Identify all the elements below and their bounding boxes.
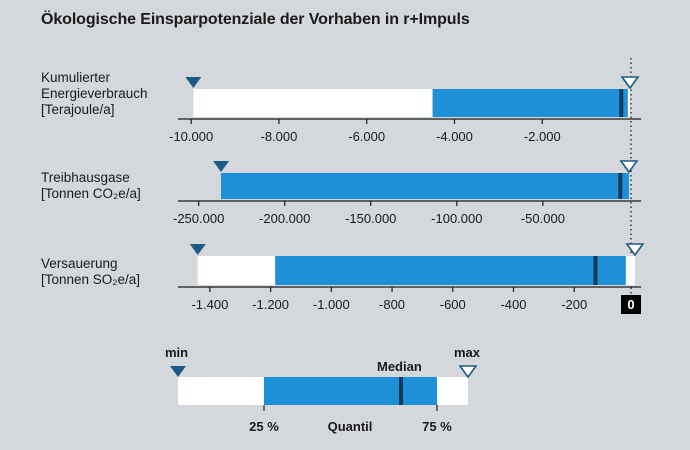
x-tick-label: -2.000	[524, 129, 561, 144]
row-label-line: [Tonnen CO₂e/a]	[41, 186, 141, 201]
legend-quartile-bar	[264, 377, 437, 405]
x-tick-label: -600	[440, 297, 466, 312]
row-label-ghg: Treibhausgase [Tonnen CO₂e/a]	[41, 170, 141, 202]
x-tick-label: -200.000	[259, 211, 310, 226]
x-tick-label: -8.000	[261, 129, 298, 144]
max-marker	[625, 243, 645, 257]
median-line	[619, 89, 624, 117]
quartile-bar	[221, 173, 629, 199]
row-label-acid: Versauerung [Tonnen SO₂e/a]	[41, 256, 140, 288]
min-marker	[185, 77, 202, 88]
row-label-line: Versauerung	[41, 256, 118, 271]
legend-median-line	[399, 377, 403, 405]
x-tick-label: -400	[500, 297, 526, 312]
median-line	[593, 256, 598, 285]
x-tick-label: -150.000	[345, 211, 396, 226]
x-tick-label: -250.000	[173, 211, 224, 226]
x-tick-label: -800	[379, 297, 405, 312]
x-tick-label: -100.000	[431, 211, 482, 226]
max-marker	[620, 76, 640, 90]
x-tick-label: -1.400	[191, 297, 228, 312]
max-marker	[619, 160, 639, 174]
legend-min-label: min	[165, 345, 189, 360]
x-tick-label: -200	[561, 297, 587, 312]
row-label-line: [Terajoule/a]	[41, 102, 115, 117]
quartile-bar	[432, 89, 628, 117]
x-tick-label: -10.000	[169, 129, 213, 144]
legend-max-marker	[458, 365, 478, 379]
row-label-line: Kumulierter	[41, 70, 111, 85]
legend-median-label: Median	[377, 359, 422, 374]
row-label-line: [Tonnen SO₂e/a]	[41, 272, 141, 287]
chart-title: Ökologische Einsparpotenziale der Vorhab…	[41, 11, 470, 28]
row-label-energy: Kumulierter Energieverbrauch [Terajoule/…	[41, 70, 148, 118]
legend-min-marker	[170, 366, 186, 377]
min-marker	[189, 244, 206, 255]
zero-label: 0	[621, 295, 641, 314]
x-tick-label: -1.000	[313, 297, 350, 312]
median-line	[618, 173, 623, 199]
row-label-line: Treibhausgase	[41, 170, 130, 185]
row-label-line: Energieverbrauch	[41, 86, 148, 101]
legend-max-label: max	[454, 345, 481, 360]
x-tick-label: -6.000	[348, 129, 385, 144]
legend-q1-label: 25 %	[249, 419, 279, 434]
legend-q3-label: 75 %	[422, 419, 452, 434]
x-tick-label: -50.000	[521, 211, 565, 226]
legend-quantil-label: Quantil	[327, 419, 373, 434]
x-tick-label: -1.200	[252, 297, 289, 312]
min-marker	[213, 161, 230, 172]
x-tick-label: -4.000	[436, 129, 473, 144]
quartile-bar	[275, 256, 626, 285]
